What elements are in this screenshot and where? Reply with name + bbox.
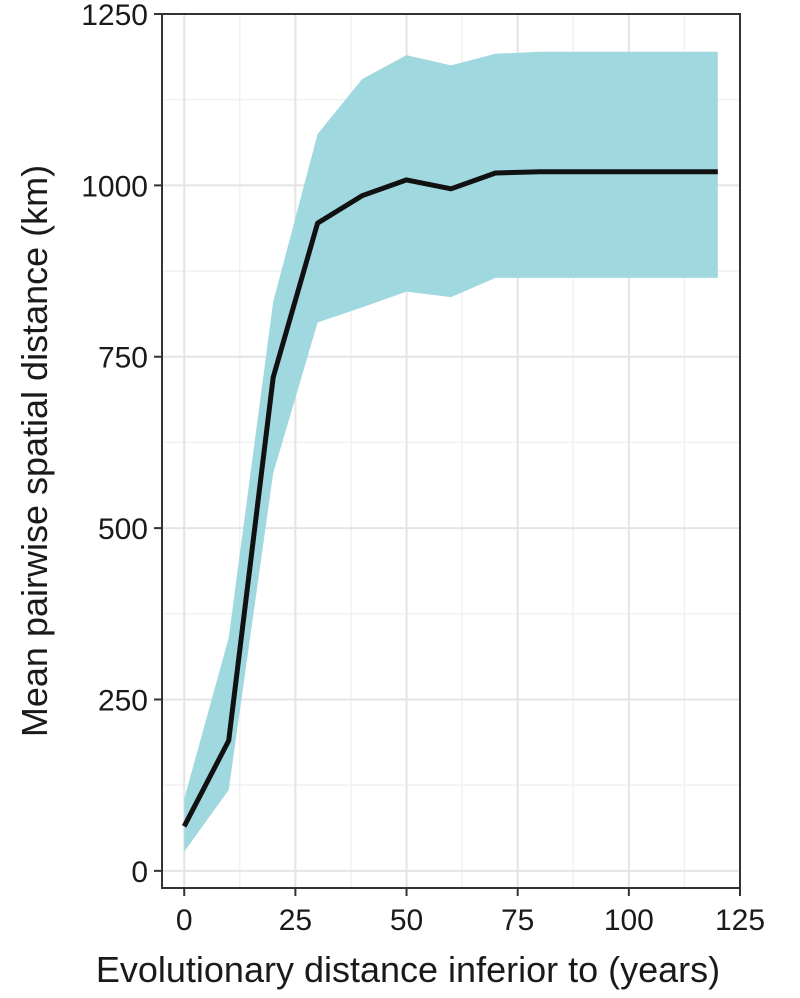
- y-tick-label: 750: [98, 342, 148, 375]
- y-tick-label: 0: [131, 856, 148, 889]
- x-tick-label: 75: [501, 904, 534, 937]
- x-tick-label: 50: [390, 904, 423, 937]
- x-axis-title: Evolutionary distance inferior to (years…: [96, 949, 720, 990]
- y-tick-label: 1000: [81, 170, 148, 203]
- y-axis-ticks: 0 250 500 750 1000 1250: [81, 0, 162, 889]
- x-tick-label: 25: [279, 904, 312, 937]
- x-tick-label: 125: [715, 904, 765, 937]
- x-tick-label: 100: [604, 904, 654, 937]
- confidence-band: [184, 51, 718, 852]
- y-tick-label: 1250: [81, 0, 148, 32]
- y-tick-label: 250: [98, 684, 148, 717]
- y-axis-title: Mean pairwise spatial distance (km): [14, 165, 55, 737]
- x-tick-label: 0: [176, 904, 193, 937]
- mean-line: [181, 169, 718, 828]
- y-tick-label: 500: [98, 513, 148, 546]
- plot-border: [161, 13, 741, 889]
- x-axis-ticks: 0 25 50 75 100 125: [176, 888, 765, 937]
